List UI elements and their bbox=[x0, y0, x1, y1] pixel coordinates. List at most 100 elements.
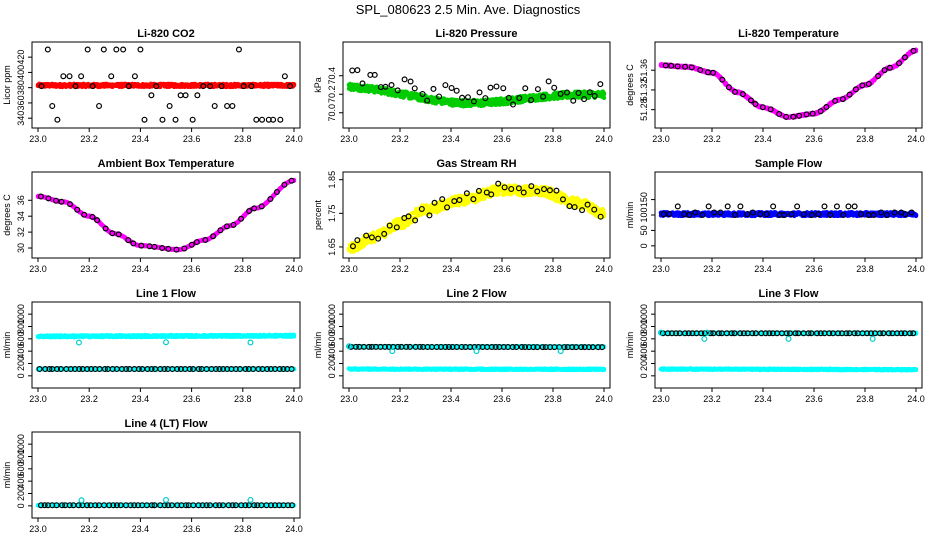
data-point bbox=[666, 211, 673, 218]
data-point bbox=[67, 201, 74, 208]
data-point bbox=[767, 106, 774, 113]
page-title: SPL_080623 2.5 Min. Ave. Diagnostics bbox=[355, 2, 581, 17]
data-point bbox=[258, 203, 265, 210]
data-point bbox=[354, 67, 361, 74]
data-point bbox=[487, 84, 494, 91]
x-tick-label: 23.8 bbox=[544, 264, 562, 274]
data-point bbox=[522, 85, 529, 92]
data-point bbox=[660, 211, 667, 218]
data-point bbox=[235, 46, 242, 53]
data-point bbox=[108, 73, 115, 80]
data-point bbox=[394, 87, 401, 94]
series-2-5-min-average bbox=[38, 46, 294, 123]
data-point bbox=[66, 73, 73, 80]
x-tick-label: 23.0 bbox=[652, 264, 670, 274]
data-point bbox=[448, 84, 455, 91]
data-point bbox=[902, 211, 909, 218]
data-point bbox=[188, 241, 195, 248]
plot-frame bbox=[31, 41, 301, 129]
data-point bbox=[757, 211, 764, 218]
data-point bbox=[817, 108, 824, 115]
data-point bbox=[845, 203, 852, 210]
data-point bbox=[141, 116, 148, 123]
data-point bbox=[381, 226, 386, 231]
plot-frame bbox=[342, 171, 611, 259]
data-point bbox=[559, 196, 566, 203]
y-axis-label: degrees C bbox=[2, 194, 12, 236]
data-point bbox=[516, 95, 523, 102]
data-point bbox=[803, 111, 810, 118]
data-point bbox=[436, 93, 443, 100]
data-point bbox=[287, 83, 294, 90]
data-point bbox=[217, 227, 224, 234]
data-point bbox=[125, 83, 132, 90]
data-point bbox=[809, 110, 816, 117]
x-tick-label: 23.4 bbox=[442, 134, 460, 144]
data-point bbox=[586, 89, 593, 96]
x-tick-label: 23.6 bbox=[493, 264, 511, 274]
data-point bbox=[96, 102, 103, 109]
x-tick-label: 23.2 bbox=[391, 134, 409, 144]
data-point bbox=[210, 233, 217, 240]
data-point bbox=[148, 92, 155, 99]
x-tick-label: 23.6 bbox=[183, 264, 201, 274]
data-point bbox=[553, 187, 560, 194]
data-point bbox=[851, 203, 858, 210]
x-tick-label: 24.0 bbox=[595, 264, 613, 274]
data-point bbox=[459, 94, 466, 101]
data-point bbox=[520, 189, 527, 196]
series-dense bbox=[658, 47, 919, 120]
data-point bbox=[719, 76, 726, 83]
data-point bbox=[125, 237, 132, 244]
x-tick-label: 23.2 bbox=[703, 264, 721, 274]
x-tick-label: 23.6 bbox=[493, 134, 511, 144]
data-point bbox=[224, 102, 231, 109]
data-point bbox=[401, 76, 408, 83]
data-point bbox=[94, 217, 101, 224]
data-point bbox=[601, 95, 607, 101]
data-point bbox=[747, 97, 754, 104]
data-point bbox=[581, 96, 588, 103]
data-point bbox=[470, 98, 477, 105]
data-point bbox=[115, 231, 122, 238]
data-point bbox=[601, 90, 607, 96]
data-point bbox=[475, 187, 482, 194]
plot-area bbox=[346, 180, 607, 254]
series-dense bbox=[35, 81, 297, 90]
y-tick-label: 100 bbox=[639, 207, 649, 222]
x-tick-label: 23.4 bbox=[754, 134, 772, 144]
data-point bbox=[359, 80, 366, 87]
data-point bbox=[571, 204, 578, 211]
y-tick-label: 70.2 bbox=[327, 85, 337, 103]
data-point bbox=[796, 112, 803, 119]
data-point bbox=[770, 203, 777, 210]
y-tick-label: 70.4 bbox=[327, 67, 337, 85]
data-point bbox=[744, 211, 751, 218]
data-point bbox=[500, 85, 507, 92]
x-tick-label: 23.8 bbox=[856, 264, 874, 274]
x-tick-label: 23.2 bbox=[703, 134, 721, 144]
y-tick-label: 1000 bbox=[16, 304, 26, 324]
data-point bbox=[211, 102, 218, 109]
x-tick-label: 24.0 bbox=[285, 394, 303, 404]
y-axis-label: percent bbox=[313, 199, 323, 230]
y-axis-label: ml/min bbox=[2, 332, 12, 359]
data-point bbox=[54, 116, 61, 123]
data-point bbox=[528, 97, 535, 104]
data-point bbox=[375, 235, 382, 242]
data-point bbox=[102, 225, 109, 232]
y-tick-label: 800 bbox=[16, 319, 26, 334]
data-point bbox=[591, 206, 598, 213]
data-point bbox=[109, 230, 116, 237]
plot-frame bbox=[342, 41, 611, 129]
panel-title: Gas Stream RH bbox=[436, 158, 516, 170]
data-point bbox=[418, 205, 425, 212]
data-point bbox=[833, 203, 840, 210]
data-point bbox=[510, 101, 517, 108]
data-point bbox=[832, 97, 839, 104]
data-point bbox=[597, 81, 604, 88]
